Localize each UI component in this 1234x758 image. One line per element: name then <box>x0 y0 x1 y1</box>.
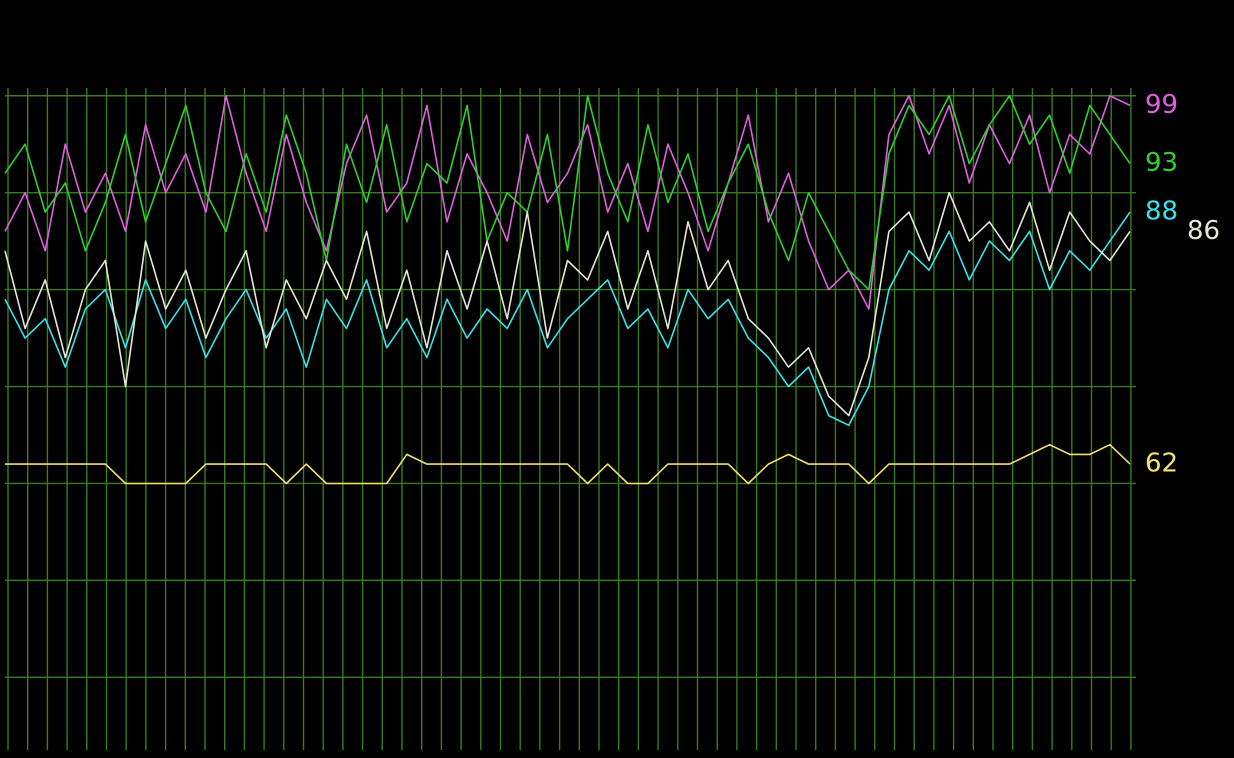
series-line <box>4 191 1131 417</box>
series-line <box>4 95 1131 310</box>
series-line <box>4 211 1131 427</box>
current-value-label: 86 <box>1187 216 1220 246</box>
current-value-label: 99 <box>1145 90 1178 120</box>
current-value-label: 62 <box>1145 449 1178 479</box>
current-value-label: 88 <box>1145 197 1178 227</box>
current-value-label: 93 <box>1145 148 1178 178</box>
series-line <box>4 95 1131 291</box>
series-line <box>5 443 1131 485</box>
